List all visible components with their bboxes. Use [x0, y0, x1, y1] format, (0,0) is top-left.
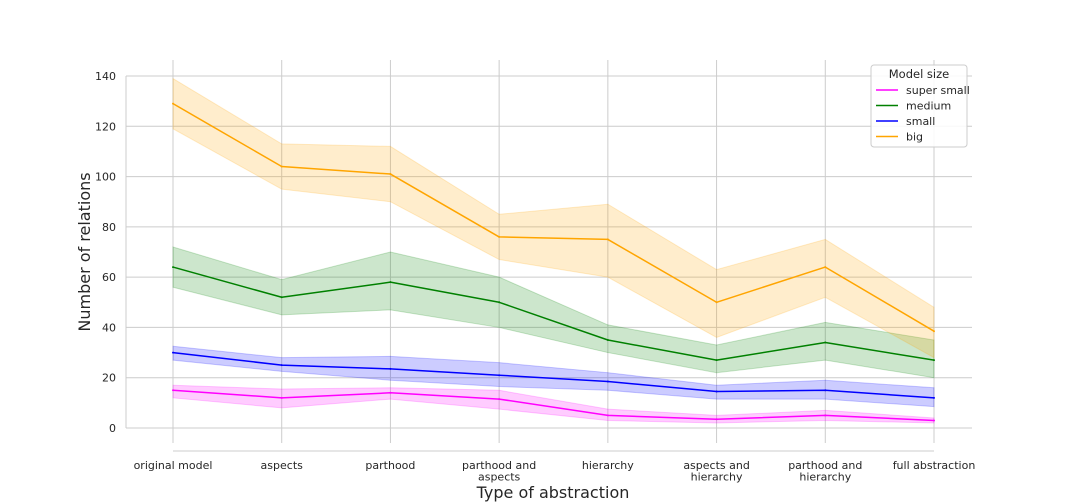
point-medium-aspects — [280, 296, 283, 299]
point-medium-hierarchy — [606, 339, 609, 341]
tick-labels: 0 20 40 60 80 100 120 140 original model aspects p… — [95, 70, 975, 484]
x-tick-label-original-model: original model — [134, 459, 213, 472]
y-tick-label-140: 140 — [95, 70, 116, 83]
y-tick-label-20: 20 — [102, 372, 116, 385]
y-tick-label-80: 80 — [102, 221, 116, 234]
grid-lines — [126, 60, 972, 443]
legend: Model size super small medium small big — [870, 64, 970, 148]
legend-item-medium: medium — [876, 100, 951, 113]
legend-label-medium: medium — [906, 100, 951, 113]
legend-item-small: small — [876, 115, 935, 128]
point-super-small-parthood-and-aspects — [498, 398, 501, 401]
point-super-small-aspects-and-hierarchy — [715, 418, 718, 421]
x-tick-label-hierarchy: hierarchy — [582, 459, 634, 472]
x-tick-label-aspects: aspects — [261, 459, 304, 472]
point-super-small-hierarchy — [606, 414, 609, 417]
x-tick-label-parthood-and-aspects: parthood and aspects — [462, 459, 536, 484]
point-super-small-original-model — [172, 389, 174, 392]
band-big — [172, 77, 935, 359]
point-big-hierarchy — [606, 238, 609, 241]
x-tick-label-parthood-and-hierarchy: parthood and hierarchy — [788, 459, 862, 484]
point-big-parthood-and-aspects — [498, 235, 501, 238]
point-medium-aspects-and-hierarchy — [715, 359, 718, 362]
y-tick-label-120: 120 — [95, 120, 116, 133]
point-big-aspects-and-hierarchy — [715, 301, 718, 304]
point-small-parthood — [389, 367, 392, 370]
y-tick-label-60: 60 — [102, 271, 116, 284]
point-big-parthood — [389, 173, 392, 176]
point-medium-parthood-and-hierarchy — [824, 341, 827, 344]
point-medium-parthood — [389, 281, 392, 284]
point-big-aspects — [280, 165, 283, 168]
legend-label-super-small: super small — [906, 84, 970, 97]
line-super-small — [172, 389, 935, 422]
legend-items: super small medium small big — [876, 84, 970, 144]
x-tick-label-full-abstraction: full abstraction — [893, 459, 976, 472]
x-axis-label: Type of abstraction — [476, 483, 630, 502]
point-small-full-abstraction — [933, 396, 935, 399]
legend-title: Model size — [889, 67, 949, 81]
point-small-original-model — [172, 351, 174, 354]
line-small — [172, 351, 935, 399]
legend-label-big: big — [906, 131, 923, 144]
point-medium-full-abstraction — [933, 359, 935, 362]
x-tick-label-parthood: parthood — [365, 459, 415, 472]
legend-frame — [870, 64, 968, 148]
line-medium — [172, 266, 935, 361]
x-tick-label-aspects-and-hierarchy: aspects and hierarchy — [683, 459, 750, 484]
point-super-small-parthood-and-hierarchy — [824, 414, 827, 417]
series-lines — [172, 102, 935, 422]
legend-item-big: big — [876, 131, 923, 144]
legend-label-small: small — [906, 115, 935, 128]
confidence-bands — [172, 77, 935, 424]
point-big-original-model — [172, 102, 174, 105]
point-super-small-aspects — [280, 396, 283, 399]
point-small-hierarchy — [606, 380, 609, 383]
y-tick-label-100: 100 — [95, 171, 116, 184]
y-axis-label: Number of relations — [75, 172, 94, 331]
point-medium-original-model — [172, 266, 174, 269]
point-small-aspects — [280, 364, 283, 367]
point-small-aspects-and-hierarchy — [715, 390, 718, 393]
band-medium — [172, 246, 935, 379]
point-big-parthood-and-hierarchy — [824, 266, 827, 269]
point-big-full-abstraction — [933, 330, 935, 333]
line-big — [172, 103, 935, 332]
point-super-small-full-abstraction — [933, 419, 935, 422]
point-small-parthood-and-hierarchy — [824, 389, 827, 392]
y-tick-label-40: 40 — [102, 321, 116, 334]
legend-item-super-small: super small — [876, 84, 970, 97]
y-tick-label-0: 0 — [109, 422, 116, 435]
point-medium-parthood-and-aspects — [498, 301, 501, 304]
point-small-parthood-and-aspects — [498, 374, 501, 377]
point-super-small-parthood — [389, 391, 392, 394]
